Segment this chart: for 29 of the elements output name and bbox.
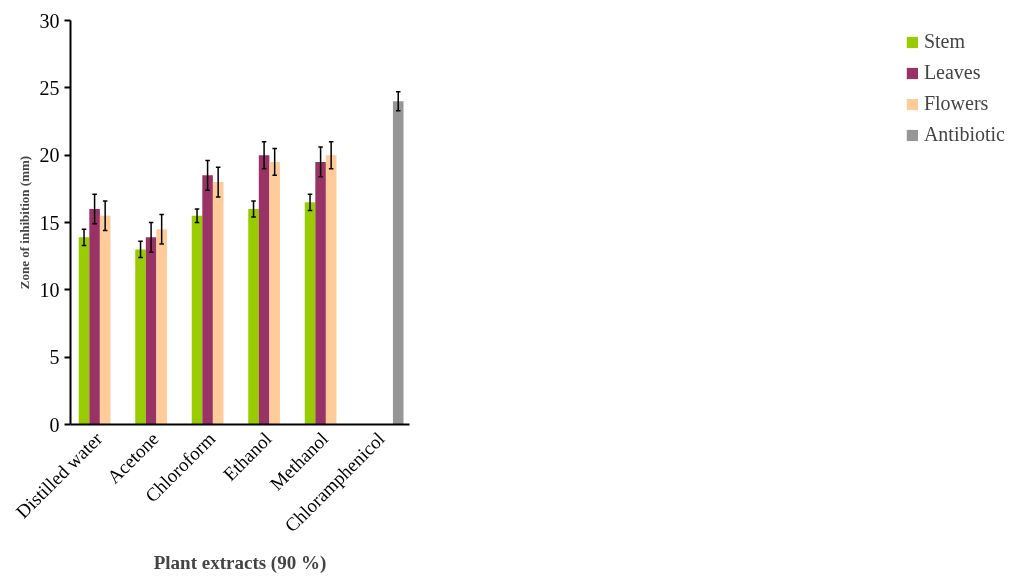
y-tick-label: 5 xyxy=(49,346,60,369)
x-axis-title: Plant extracts (90 %) xyxy=(153,551,327,574)
bar xyxy=(156,229,167,425)
legend-label: Leaves xyxy=(923,61,981,84)
bar xyxy=(191,215,203,425)
bar xyxy=(304,202,316,425)
bar xyxy=(315,161,326,425)
bar xyxy=(135,249,146,425)
bar xyxy=(212,182,224,425)
y-tick-label: 25 xyxy=(39,76,60,99)
legend-label: Flowers xyxy=(923,92,989,115)
bar xyxy=(325,155,337,425)
legend-label: Antibiotic xyxy=(923,123,1005,146)
bar xyxy=(269,161,280,425)
y-tick-label: 10 xyxy=(39,278,60,301)
y-tick-label: 15 xyxy=(39,211,60,234)
bar xyxy=(202,175,213,425)
bar xyxy=(258,155,270,425)
y-tick-label: 20 xyxy=(39,144,60,167)
bar xyxy=(99,215,111,425)
bar xyxy=(145,237,157,425)
y-tick-label: 0 xyxy=(49,413,60,436)
legend-label: Stem xyxy=(923,30,966,53)
bar xyxy=(78,237,90,425)
y-tick-label: 30 xyxy=(39,9,60,32)
y-axis-title: Zone of inhibition (mm) xyxy=(16,155,32,290)
bar xyxy=(89,209,100,425)
bar xyxy=(392,101,404,425)
bar xyxy=(248,209,259,425)
